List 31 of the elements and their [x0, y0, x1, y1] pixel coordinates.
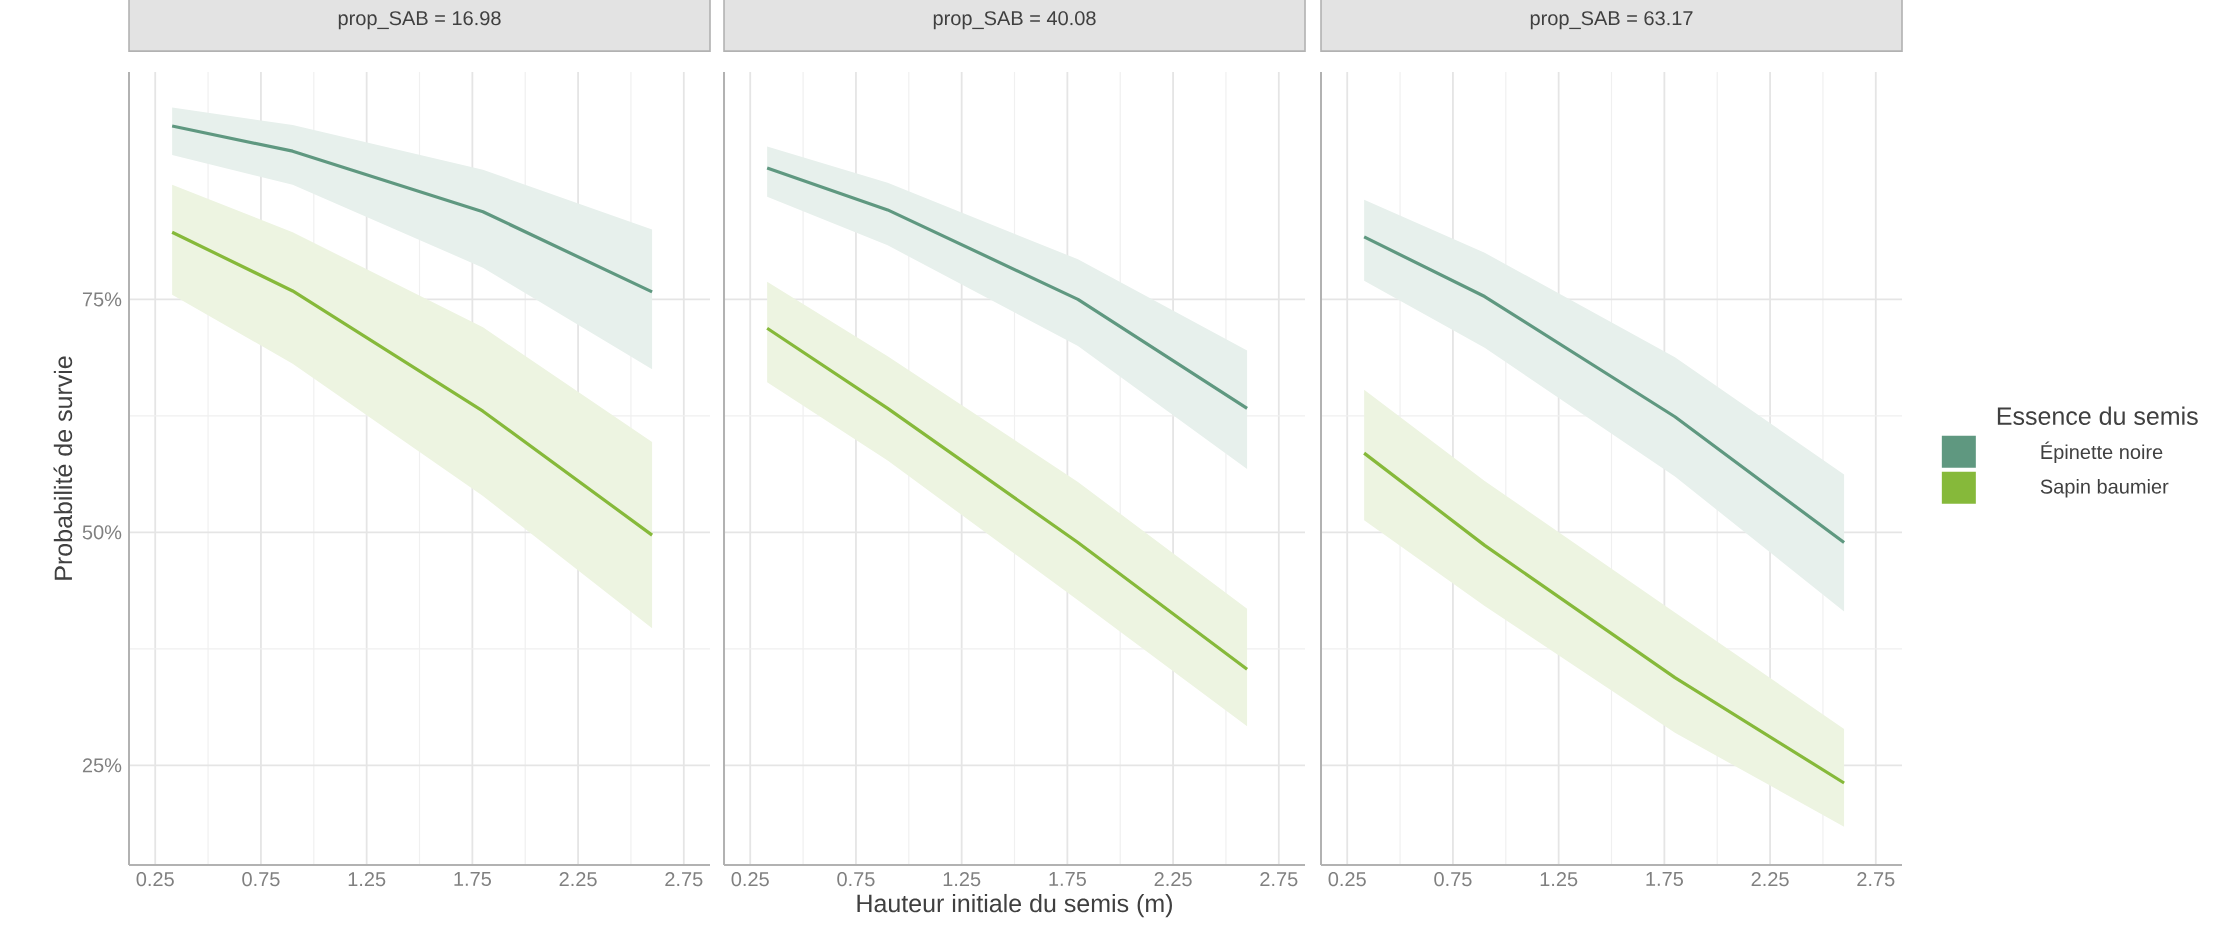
x-tick-label: 1.75 [454, 872, 491, 886]
y-tick-label: 50% [82, 525, 122, 540]
text: Sapin baumier [2040, 478, 2169, 498]
chart-title: prop_SAB = 16.98 [338, 11, 501, 30]
y-tick-label: 25% [82, 758, 122, 773]
text: Épinette noire [2041, 441, 2163, 464]
chart-title: prop_SAB = 63.17 [1530, 11, 1693, 30]
x-tick-label: 2.25 [1154, 872, 1192, 887]
x-tick-label: 0.75 [1434, 872, 1472, 887]
y-axis-title: Probabilité de survie [53, 356, 73, 580]
x-tick-label: 0.25 [136, 872, 174, 887]
x-tick-label: 0.75 [837, 872, 875, 887]
x-tick-label: 0.75 [242, 872, 280, 887]
x-tick-label: 1.25 [943, 872, 981, 887]
x-tick-label: 2.75 [665, 872, 703, 887]
x-tick-label: 2.75 [1857, 872, 1895, 887]
x-tick-label: 1.75 [1049, 872, 1086, 886]
x-tick-label: 2.25 [1751, 872, 1789, 887]
x-tick-label: 1.25 [1540, 872, 1578, 887]
y-tick-label: 75% [82, 292, 122, 307]
x-tick-label: 2.75 [1260, 872, 1298, 887]
x-tick-label: 1.75 [1646, 872, 1683, 886]
x-tick-label: 2.25 [559, 872, 597, 887]
line-series [170, 230, 654, 537]
x-tick-label: 1.25 [348, 872, 386, 887]
legend-title: Essence du semis [1997, 406, 2198, 425]
x-axis-title: Hauteur initiale du semis (m) [857, 893, 1172, 918]
x-tick-label: 0.25 [731, 872, 769, 887]
line-series [170, 124, 654, 294]
chart-title: prop_SAB = 40.08 [933, 11, 1096, 30]
x-tick-label: 0.25 [1328, 872, 1366, 887]
